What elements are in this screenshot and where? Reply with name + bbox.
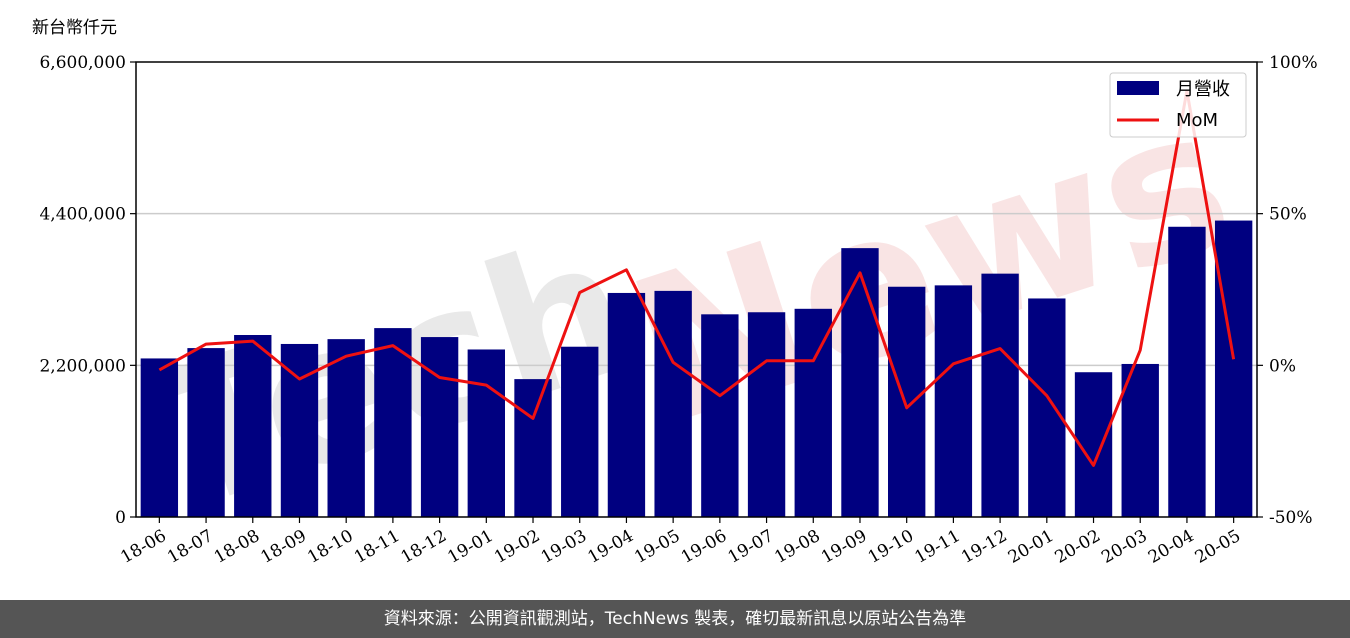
bar-series <box>140 220 1253 518</box>
x-tick-label: 18-10 <box>304 526 356 568</box>
right-y-tick-label: 100% <box>1269 53 1318 73</box>
bar-19-07 <box>747 312 786 517</box>
right-y-axis: -50% 0% 50% 100% <box>1257 53 1318 528</box>
mom-line <box>158 89 1236 467</box>
y-unit-label: 新台幣仟元 <box>32 18 117 38</box>
x-tick-label: 20-03 <box>1098 526 1150 568</box>
legend-bar-label: 月營收 <box>1176 79 1230 100</box>
x-tick-label: 19-11 <box>911 526 963 568</box>
bar-19-02 <box>514 379 552 517</box>
x-tick-label: 19-08 <box>771 526 823 568</box>
left-y-axis: 0 2,200,000 4,400,000 6,600,000 <box>39 53 136 528</box>
legend: 月營收 MoM <box>1109 72 1247 138</box>
bar-19-05 <box>654 290 692 517</box>
x-tick-label: 18-11 <box>351 526 403 568</box>
x-axis: 18-0618-0718-0818-0918-1018-1118-1219-01… <box>117 517 1244 568</box>
bar-19-09 <box>841 248 879 518</box>
x-tick-label: 18-07 <box>164 526 216 568</box>
x-tick-label: 20-01 <box>1005 526 1057 568</box>
footer-source-note: 資料來源：公開資訊觀測站，TechNews 製表，確切最新訊息以原站公告為準 <box>0 600 1350 638</box>
x-tick-label: 19-04 <box>584 526 636 568</box>
bar-20-05 <box>1214 220 1253 517</box>
bar-20-04 <box>1168 226 1206 518</box>
x-tick-label: 19-06 <box>678 526 730 568</box>
x-tick-label: 19-10 <box>865 526 917 568</box>
left-y-tick-label: 6,600,000 <box>39 53 126 73</box>
grid-lines <box>136 212 1257 367</box>
bar-18-06 <box>140 358 179 517</box>
chart: Tech News 18-0618-0718-0818-0918-1018-11… <box>32 18 1318 568</box>
x-tick-label: 18-06 <box>117 526 169 568</box>
x-tick-label: 20-04 <box>1145 526 1197 568</box>
x-tick-label: 18-12 <box>398 526 450 568</box>
bar-19-03 <box>561 346 599 517</box>
bar-20-01 <box>1028 298 1066 517</box>
plot-area-frame <box>135 61 1258 518</box>
bar-19-12 <box>981 273 1019 517</box>
legend-bar-swatch <box>1117 81 1159 95</box>
x-tick-label: 19-07 <box>725 526 777 568</box>
bar-20-03 <box>1121 363 1159 517</box>
x-tick-label: 19-01 <box>444 526 496 568</box>
right-y-tick-label: 50% <box>1269 205 1307 225</box>
x-tick-label: 19-03 <box>538 526 590 568</box>
right-y-tick-label: -50% <box>1269 508 1313 528</box>
bar-18-10 <box>327 339 365 517</box>
x-tick-label: 19-12 <box>958 526 1010 568</box>
left-y-tick-label: 4,400,000 <box>39 205 126 225</box>
bar-18-12 <box>420 337 459 517</box>
bar-18-11 <box>374 328 412 517</box>
x-tick-label: 19-02 <box>491 526 543 568</box>
bar-18-08 <box>234 335 272 517</box>
bar-19-04 <box>607 292 646 517</box>
left-y-tick-label: 2,200,000 <box>39 356 126 376</box>
bar-19-08 <box>794 308 832 517</box>
x-tick-label: 20-02 <box>1052 526 1104 568</box>
bar-18-07 <box>187 348 225 517</box>
right-y-tick-label: 0% <box>1269 356 1296 376</box>
bar-19-10 <box>888 286 926 517</box>
x-tick-label: 19-05 <box>631 526 683 568</box>
bar-19-11 <box>934 285 973 517</box>
legend-line-label: MoM <box>1176 110 1218 131</box>
x-tick-label: 19-09 <box>818 526 870 568</box>
x-tick-label: 20-05 <box>1192 526 1244 568</box>
bar-19-06 <box>701 314 739 517</box>
x-tick-label: 18-09 <box>258 526 310 568</box>
left-y-tick-label: 0 <box>115 508 126 528</box>
bar-19-01 <box>467 349 505 517</box>
